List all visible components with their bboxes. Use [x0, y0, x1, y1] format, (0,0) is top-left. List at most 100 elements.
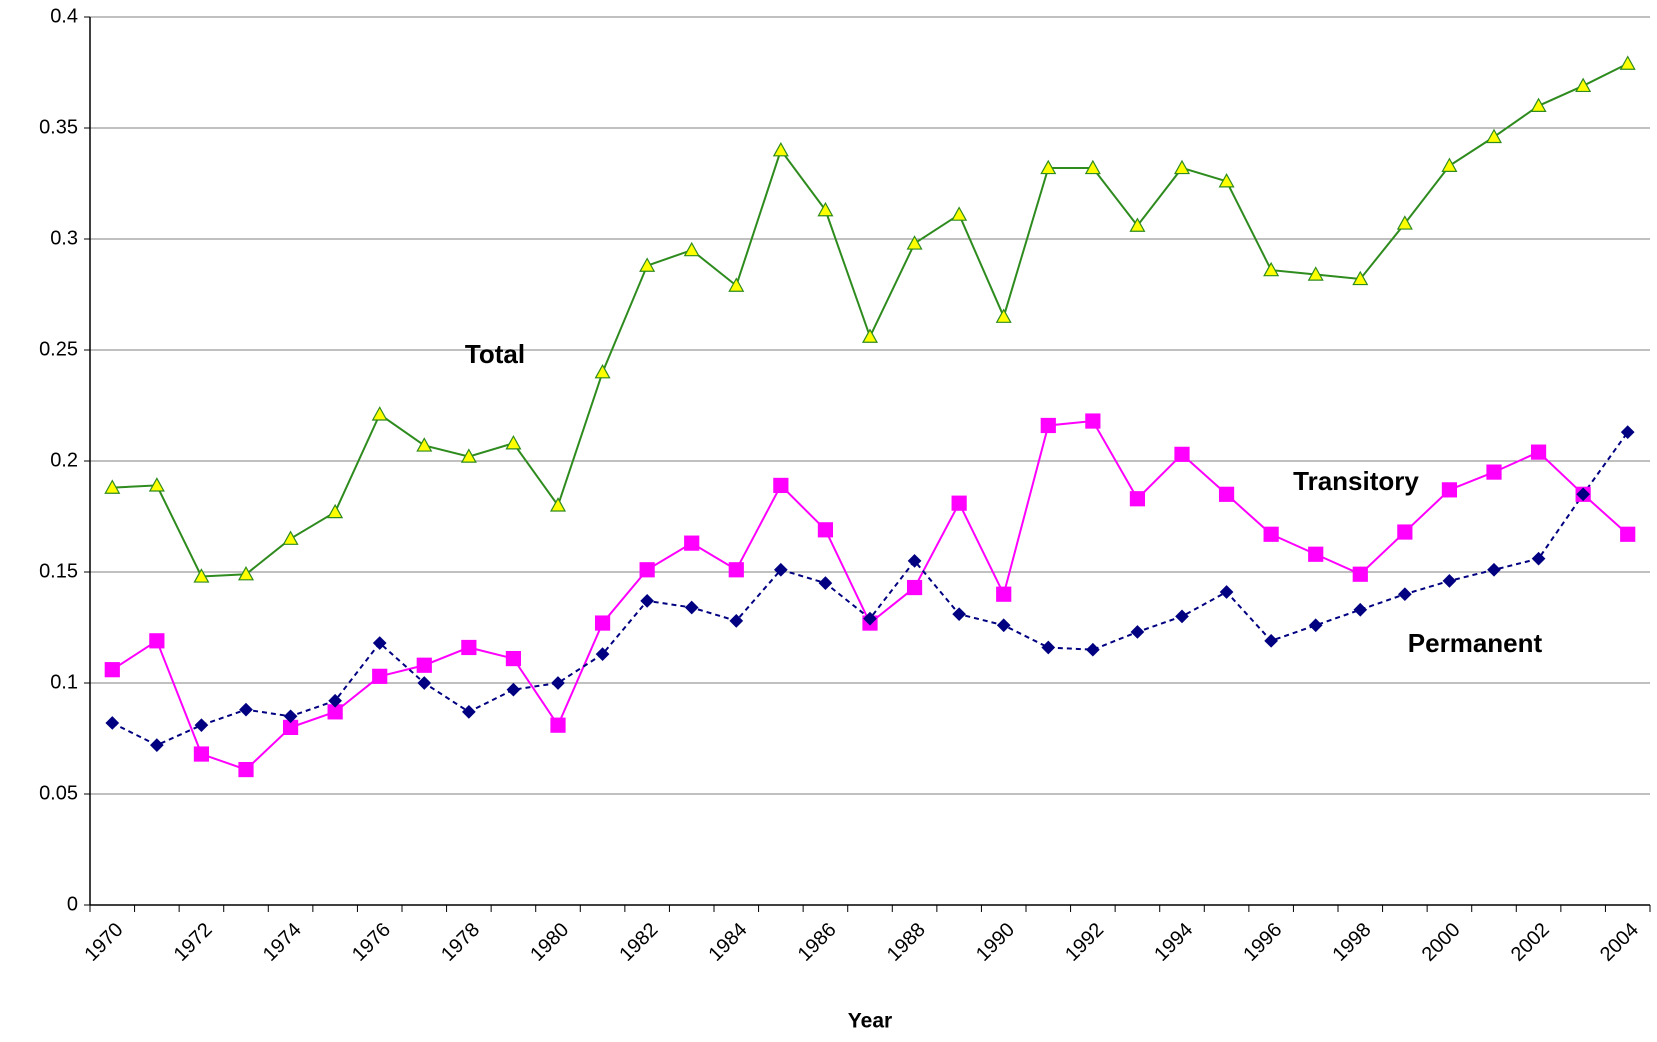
- point-marker: [1040, 159, 1057, 175]
- point-marker: [817, 522, 834, 538]
- x-tick-label: 2000: [1418, 919, 1465, 966]
- point-marker: [594, 615, 611, 631]
- x-tick-label: 1996: [1239, 919, 1286, 966]
- point-marker: [595, 647, 610, 661]
- point-marker: [728, 277, 745, 292]
- point-marker: [372, 668, 388, 684]
- x-tick-label: 1984: [705, 919, 752, 966]
- point-marker: [683, 241, 700, 257]
- point-marker: [1129, 217, 1146, 232]
- point-marker: [817, 201, 834, 217]
- point-marker: [371, 406, 388, 421]
- point-marker: [550, 717, 566, 733]
- point-marker: [951, 206, 968, 221]
- point-marker: [1040, 417, 1056, 434]
- point-marker: [684, 535, 700, 551]
- point-marker: [238, 761, 254, 778]
- point-marker: [774, 562, 788, 577]
- point-marker: [237, 565, 255, 581]
- point-marker: [460, 448, 477, 463]
- point-marker: [1352, 566, 1368, 582]
- point-marker: [952, 607, 966, 622]
- y-tick-label: 0.05: [39, 782, 78, 804]
- point-marker: [1041, 640, 1056, 655]
- y-tick-label: 0.15: [39, 560, 78, 582]
- point-marker: [1307, 266, 1324, 281]
- point-marker: [1129, 491, 1146, 507]
- point-marker: [1353, 602, 1368, 617]
- point-marker: [462, 705, 476, 719]
- point-marker: [773, 477, 789, 494]
- point-marker: [818, 576, 833, 590]
- x-tick-label: 1974: [259, 919, 306, 966]
- point-marker: [1086, 642, 1100, 657]
- point-marker: [1575, 77, 1592, 93]
- point-marker: [684, 600, 699, 615]
- point-marker: [906, 235, 923, 250]
- point-marker: [1530, 97, 1547, 113]
- point-marker: [996, 618, 1011, 633]
- point-marker: [639, 257, 656, 272]
- point-marker: [1530, 444, 1547, 460]
- point-marker: [372, 636, 387, 650]
- point-marker: [1174, 446, 1190, 462]
- point-marker: [1441, 482, 1458, 498]
- point-marker: [328, 693, 342, 708]
- point-marker: [1308, 546, 1324, 562]
- point-marker: [1531, 551, 1546, 566]
- x-axis-title: Year: [848, 1010, 892, 1033]
- x-tick-label: 1994: [1150, 919, 1197, 966]
- y-tick-label: 0.4: [50, 5, 78, 27]
- point-marker: [1442, 574, 1457, 588]
- point-marker: [1084, 159, 1101, 175]
- series-line: [112, 62, 1629, 578]
- point-marker: [104, 479, 121, 494]
- point-marker: [1130, 625, 1145, 639]
- series-annotation: Transitory: [1293, 466, 1419, 496]
- point-marker: [1263, 526, 1279, 542]
- point-marker: [1352, 270, 1369, 286]
- x-tick-label: 1978: [437, 919, 484, 966]
- point-marker: [150, 738, 164, 753]
- point-marker: [1173, 159, 1191, 175]
- series-annotation: Permanent: [1408, 628, 1543, 658]
- point-marker: [996, 586, 1012, 602]
- point-marker: [1620, 425, 1635, 439]
- point-marker: [1218, 173, 1235, 188]
- series-annotation: Total: [465, 339, 525, 369]
- point-marker: [506, 682, 521, 697]
- x-tick-label: 1998: [1329, 919, 1376, 966]
- point-marker: [505, 650, 522, 667]
- y-tick-label: 0.25: [39, 338, 78, 360]
- y-tick-label: 0.1: [50, 671, 78, 693]
- point-marker: [194, 718, 209, 733]
- x-tick-label: 2002: [1507, 919, 1554, 966]
- point-marker: [104, 662, 120, 678]
- point-marker: [863, 611, 877, 626]
- point-marker: [1576, 487, 1590, 502]
- y-tick-label: 0: [67, 893, 78, 915]
- point-marker: [1620, 526, 1636, 542]
- point-marker: [906, 579, 923, 596]
- point-marker: [728, 562, 744, 578]
- point-marker: [1619, 55, 1636, 70]
- x-tick-label: 1992: [1061, 919, 1108, 966]
- y-tick-label: 0.2: [50, 449, 78, 471]
- point-marker: [639, 562, 655, 578]
- point-marker: [1397, 524, 1413, 540]
- x-tick-label: 1976: [348, 919, 395, 966]
- point-marker: [1218, 486, 1235, 502]
- point-marker: [907, 554, 922, 568]
- point-marker: [1219, 585, 1234, 599]
- point-marker: [861, 328, 879, 343]
- point-marker: [416, 657, 432, 673]
- point-marker: [951, 495, 967, 511]
- point-marker: [1486, 464, 1502, 480]
- point-marker: [282, 530, 299, 545]
- x-tick-label: 1972: [170, 919, 217, 966]
- point-marker: [549, 497, 567, 512]
- point-marker: [149, 633, 165, 649]
- x-tick-label: 1990: [972, 919, 1019, 966]
- point-marker: [1264, 633, 1278, 648]
